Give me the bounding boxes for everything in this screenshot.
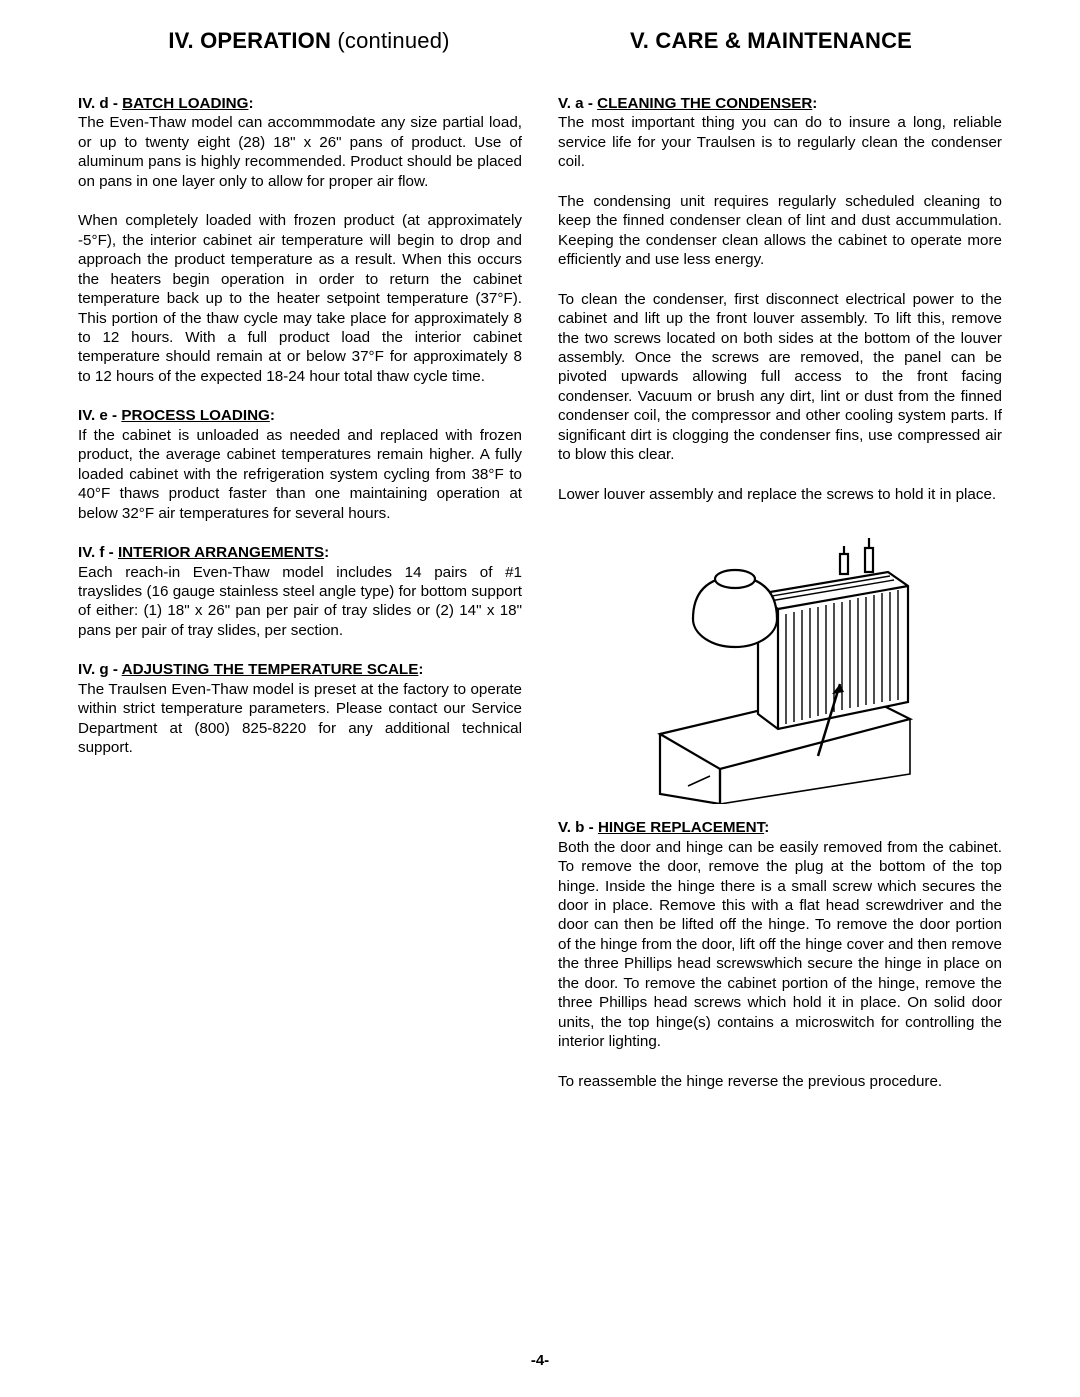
- heading-suffix: :: [248, 95, 253, 112]
- heading-suffix: :: [270, 407, 275, 424]
- heading-suffix: :: [764, 819, 769, 836]
- section-heading-interior-arrangements: IV. f - INTERIOR ARRANGEMENTS:: [78, 543, 522, 562]
- section-heading-cleaning-condenser: V. a - CLEANING THE CONDENSER:: [558, 94, 1002, 113]
- heading-suffix: :: [324, 544, 329, 561]
- paragraph: The condensing unit requires regularly s…: [558, 192, 1002, 270]
- paragraph: If the cabinet is unloaded as needed and…: [78, 426, 522, 523]
- paragraph: When completely loaded with frozen produ…: [78, 211, 522, 386]
- heading-prefix: IV. g -: [78, 661, 122, 678]
- paragraph: Lower louver assembly and replace the sc…: [558, 485, 1002, 504]
- heading-title: HINGE REPLACEMENT: [598, 819, 764, 836]
- section-heading-process-loading: IV. e - PROCESS LOADING:: [78, 406, 522, 425]
- section-heading-temperature-scale: IV. g - ADJUSTING THE TEMPERATURE SCALE:: [78, 660, 522, 679]
- paragraph: The most important thing you can do to i…: [558, 113, 1002, 171]
- section-heading-hinge-replacement: V. b - HINGE REPLACEMENT:: [558, 818, 1002, 837]
- content-columns: IV. d - BATCH LOADING: The Even-Thaw mod…: [78, 94, 1002, 1111]
- heading-prefix: IV. f -: [78, 544, 118, 561]
- heading-title: ADJUSTING THE TEMPERATURE SCALE: [122, 661, 419, 678]
- header-right: V. CARE & MAINTENANCE: [540, 28, 1002, 54]
- heading-prefix: V. a -: [558, 95, 597, 112]
- paragraph: The Traulsen Even-Thaw model is preset a…: [78, 680, 522, 758]
- page-number: -4-: [0, 1352, 1080, 1369]
- heading-title: PROCESS LOADING: [121, 407, 270, 424]
- paragraph: The Even-Thaw model can accommmodate any…: [78, 113, 522, 191]
- heading-prefix: IV. d -: [78, 95, 122, 112]
- paragraph: To clean the condenser, first disconnect…: [558, 290, 1002, 465]
- page-header: IV. OPERATION (continued) V. CARE & MAIN…: [78, 28, 1002, 54]
- condenser-diagram: [640, 524, 920, 804]
- right-column: V. a - CLEANING THE CONDENSER: The most …: [558, 94, 1002, 1111]
- header-left: IV. OPERATION (continued): [78, 28, 540, 54]
- heading-title: CLEANING THE CONDENSER: [597, 95, 812, 112]
- paragraph: To reassemble the hinge reverse the prev…: [558, 1072, 1002, 1091]
- heading-suffix: :: [418, 661, 423, 678]
- heading-title: BATCH LOADING: [122, 95, 248, 112]
- heading-prefix: V. b -: [558, 819, 598, 836]
- header-left-light: (continued): [331, 28, 450, 53]
- heading-title: INTERIOR ARRANGEMENTS: [118, 544, 324, 561]
- section-heading-batch-loading: IV. d - BATCH LOADING:: [78, 94, 522, 113]
- paragraph: Each reach-in Even-Thaw model includes 1…: [78, 563, 522, 641]
- header-left-bold: IV. OPERATION: [168, 28, 331, 53]
- heading-prefix: IV. e -: [78, 407, 121, 424]
- left-column: IV. d - BATCH LOADING: The Even-Thaw mod…: [78, 94, 522, 1111]
- heading-suffix: :: [812, 95, 817, 112]
- paragraph: Both the door and hinge can be easily re…: [558, 838, 1002, 1052]
